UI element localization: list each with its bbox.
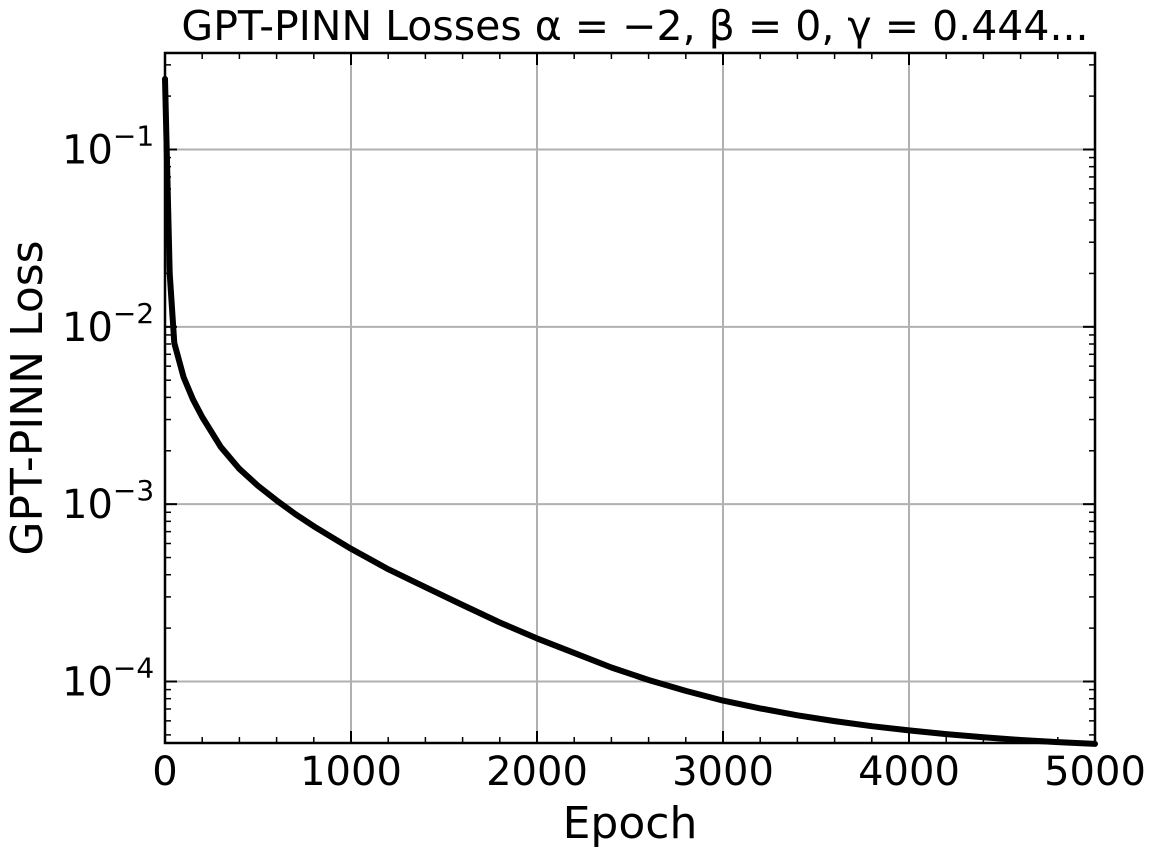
plot-frame bbox=[163, 51, 1097, 745]
y-tick-label: 10−4 bbox=[62, 652, 154, 706]
loss-curve bbox=[162, 75, 1098, 747]
x-tick-labels: 0 1000 2000 3000 4000 5000 bbox=[152, 749, 1146, 795]
x-tick-label: 5000 bbox=[1044, 749, 1146, 795]
grid-lines bbox=[164, 53, 1096, 743]
y-tick-labels: 10−1 10−2 10−3 10−4 bbox=[62, 119, 154, 705]
x-tick-label: 0 bbox=[152, 749, 177, 795]
y-axis-label: GPT-PINN Loss bbox=[2, 240, 53, 555]
x-tick-label: 4000 bbox=[858, 749, 960, 795]
x-tick-label: 2000 bbox=[486, 749, 588, 795]
chart-title: GPT-PINN Losses α = −2, β = 0, γ = 0.444… bbox=[181, 2, 1088, 50]
series-layer bbox=[162, 75, 1098, 747]
minor-ticks bbox=[165, 53, 1095, 743]
x-tick-label: 3000 bbox=[672, 749, 774, 795]
major-ticks bbox=[164, 53, 1096, 743]
y-tick-label: 10−3 bbox=[62, 474, 154, 528]
y-tick-label: 10−1 bbox=[62, 119, 154, 173]
x-tick-label: 1000 bbox=[300, 749, 402, 795]
x-axis-label: Epoch bbox=[563, 798, 698, 849]
y-tick-label: 10−2 bbox=[62, 297, 154, 351]
